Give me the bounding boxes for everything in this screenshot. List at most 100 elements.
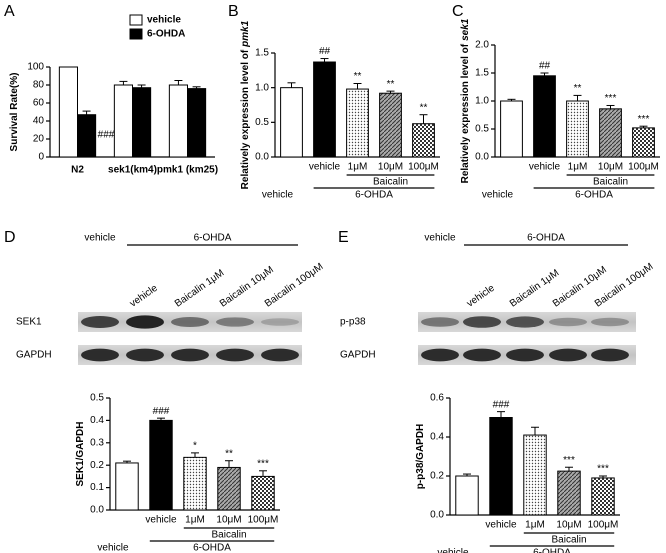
blot-band [506, 316, 544, 328]
y-axis-label: Survival Rate(%) [9, 73, 20, 152]
x-tick-label: 100μM [408, 162, 439, 173]
x-tick-label: 100μM [588, 520, 619, 531]
bar [591, 477, 615, 516]
y-axis-label: p-p38/GAPDH [415, 424, 426, 490]
subgroup-label: Baicalin [551, 535, 586, 546]
control-label: vehicle [482, 190, 514, 201]
y-tick-label: 0.4 [430, 432, 444, 443]
blot-band [421, 317, 459, 327]
y-tick-label: 2.0 [475, 40, 489, 51]
bar [455, 475, 479, 516]
y-axis-label-text: Relatively expression level of [460, 43, 471, 183]
group-label: 6-OHDA [575, 190, 613, 201]
y-tick-label: 1.0 [255, 82, 269, 93]
annotation: *** [638, 114, 650, 125]
control-label: vehicle [262, 190, 294, 201]
x-tick-label: 1μM [348, 162, 368, 173]
blot-header-treatment: 6-OHDA [527, 233, 565, 244]
annotation: ** [225, 448, 233, 459]
blot-band [216, 348, 254, 362]
bar [313, 61, 336, 158]
bar [187, 88, 207, 158]
bar [132, 87, 152, 158]
y-axis-label: SEK1/GAPDH [75, 421, 86, 486]
blot-band [126, 315, 164, 329]
bar [77, 114, 97, 158]
blot-band [261, 318, 299, 326]
y-tick-label: 0.0 [475, 152, 489, 163]
blot-row-label: GAPDH [340, 350, 376, 361]
x-tick-label: 1μM [568, 162, 588, 173]
y-axis-label: Relatively expression level ofpmk1 [240, 20, 251, 189]
bar [346, 88, 369, 158]
blot-row-label: GAPDH [16, 350, 52, 361]
annotation: ** [420, 102, 428, 113]
panel-label: A [4, 3, 15, 20]
y-tick-label: 0.5 [90, 393, 104, 404]
panel-label: C [452, 3, 464, 20]
bar [566, 100, 589, 158]
x-tick-label: vehicle [485, 520, 517, 531]
y-axis-label-gene: pmk1 [240, 20, 251, 48]
x-tick-label: vehicle [529, 162, 561, 173]
bar [599, 108, 622, 158]
bar [113, 84, 133, 158]
y-tick-label: 0.6 [430, 393, 444, 404]
annotation: ** [354, 71, 362, 82]
y-tick-label: 20 [33, 134, 45, 145]
lane-label: Baicalin 1μM [173, 268, 226, 310]
bar [533, 75, 556, 158]
subgroup-label: Baicalin [211, 530, 246, 541]
x-tick-label: vehicle [145, 515, 177, 526]
bar [557, 470, 581, 516]
y-tick-label: 0.5 [255, 117, 269, 128]
group-label: 6-OHDA [355, 190, 393, 201]
blot-band [421, 348, 459, 362]
blot-row-label: p-p38 [340, 317, 366, 328]
panel-label: D [4, 229, 16, 246]
x-tick-label: sek1(km4) [108, 165, 157, 176]
x-tick-label: 100μM [628, 162, 659, 173]
blot-band [81, 316, 119, 328]
y-axis-label-text: SEK1/GAPDH [75, 421, 86, 486]
y-tick-label: 0.3 [90, 437, 104, 448]
group-label: 6-OHDA [193, 543, 231, 553]
y-tick-label: 80 [33, 80, 45, 91]
y-tick-label: 0 [38, 152, 44, 163]
control-label: vehicle [437, 548, 469, 553]
blot-header-treatment: 6-OHDA [194, 233, 232, 244]
blot-band [463, 316, 501, 328]
panel-label: B [228, 3, 239, 20]
panel-label: E [338, 229, 349, 246]
y-tick-label: 100 [27, 62, 44, 73]
blot-band [81, 348, 119, 362]
annotation: * [193, 441, 197, 452]
y-axis-label: Relatively expression level of sek1 [460, 18, 471, 183]
group-label: 6-OHDA [533, 548, 571, 553]
bar [251, 475, 275, 511]
y-axis-label-text: Relatively expression level of [240, 49, 251, 189]
y-tick-label: 0.1 [90, 482, 104, 493]
x-tick-label: N2 [71, 165, 84, 176]
legend-swatch [129, 28, 143, 40]
annotation: ### [493, 399, 510, 410]
annotation: ## [319, 46, 331, 57]
annotation: *** [257, 458, 269, 469]
lane-label: vehicle [465, 283, 497, 310]
y-tick-label: 0.5 [475, 124, 489, 135]
blot-band [463, 348, 501, 362]
legend-label: vehicle [147, 15, 181, 26]
blot-header-control: vehicle [84, 233, 116, 244]
x-tick-label: pmk1 (km25) [157, 165, 218, 176]
y-tick-label: 0.2 [430, 471, 444, 482]
bar [379, 92, 402, 158]
y-tick-label: 0.0 [430, 510, 444, 521]
y-axis-label-text: p-p38/GAPDH [415, 424, 426, 490]
bar [280, 87, 303, 158]
blot-row-label: SEK1 [16, 317, 42, 328]
x-tick-label: 10μM [556, 520, 581, 531]
bar [489, 417, 513, 516]
annotation: *** [597, 464, 609, 475]
annotation: ** [574, 83, 582, 94]
